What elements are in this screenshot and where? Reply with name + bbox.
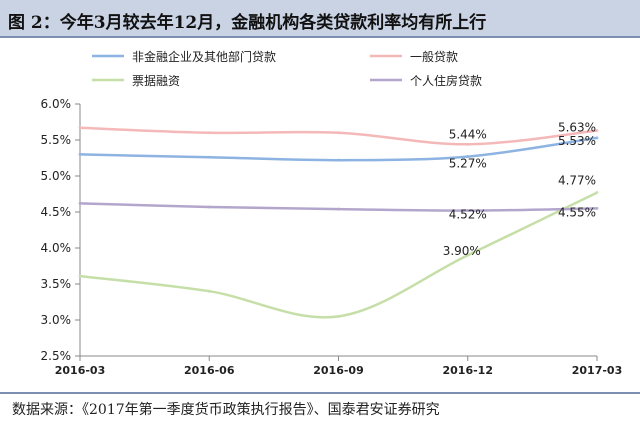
y-tick-label: 3.5% [41,277,72,291]
x-tick-label: 2017-03 [572,364,623,377]
data-point [78,126,82,130]
data-point [207,131,211,135]
data-point [78,201,82,205]
data-point [466,253,470,257]
data-point [78,152,82,156]
data-point [207,155,211,159]
y-tick-label: 6.0% [41,97,72,111]
title-bar: 图 2：今年3月较去年12月，金融机构各类贷款利率均有所上行 [0,0,640,38]
legend-label: 票据融资 [132,74,180,88]
legend-label: 个人住房贷款 [410,73,482,88]
data-label: 5.27% [449,157,487,171]
x-tick-label: 2016-03 [55,364,106,377]
data-point [207,289,211,293]
data-label: 4.52% [449,208,487,222]
y-tick-label: 5.5% [41,133,72,147]
legend-label: 一般贷款 [410,49,458,64]
x-tick-label: 2016-09 [313,364,364,377]
series-line-3 [79,191,598,319]
data-label: 5.63% [558,121,596,135]
y-tick-label: 5.0% [41,169,72,183]
chart-title: 图 2：今年3月较去年12月，金融机构各类贷款利率均有所上行 [8,13,487,33]
x-tick-label: 2016-12 [443,364,494,377]
data-label: 4.77% [558,174,596,188]
y-tick-label: 4.0% [41,241,72,255]
y-tick-label: 2.5% [41,349,72,363]
data-label: 5.53% [558,134,596,148]
data-label: 5.44% [449,127,487,141]
data-point [337,314,340,318]
x-tick-label: 2016-06 [184,364,235,377]
data-point [595,206,599,210]
data-point [595,191,599,195]
legend-label: 非金融企业及其他部门贷款 [132,49,276,64]
data-label: 4.55% [558,205,596,219]
data-point [595,129,599,133]
data-point [466,155,470,159]
line-chart: 2.5% 3.0% 3.5% 4.0% 4.5% 5.0% 5.5% 6.0% 2016-03 2… [41,49,623,377]
source-note: 数据来源：《2017年第一季度货币政策执行报告》、国泰君安证券研究 [12,402,440,418]
data-point [337,207,340,211]
data-point [595,136,599,140]
data-point [337,131,340,135]
data-point [337,158,340,162]
data-point [466,142,470,146]
data-point [78,274,82,278]
y-tick-label: 4.5% [41,205,72,219]
data-point [207,205,211,209]
series-line-2 [79,126,598,146]
source-footer: 数据来源：《2017年第一季度货币政策执行报告》、国泰君安证券研究 [0,392,640,425]
data-label: 3.90% [443,244,481,258]
y-tick-label: 3.0% [41,313,72,327]
data-point [466,209,470,213]
